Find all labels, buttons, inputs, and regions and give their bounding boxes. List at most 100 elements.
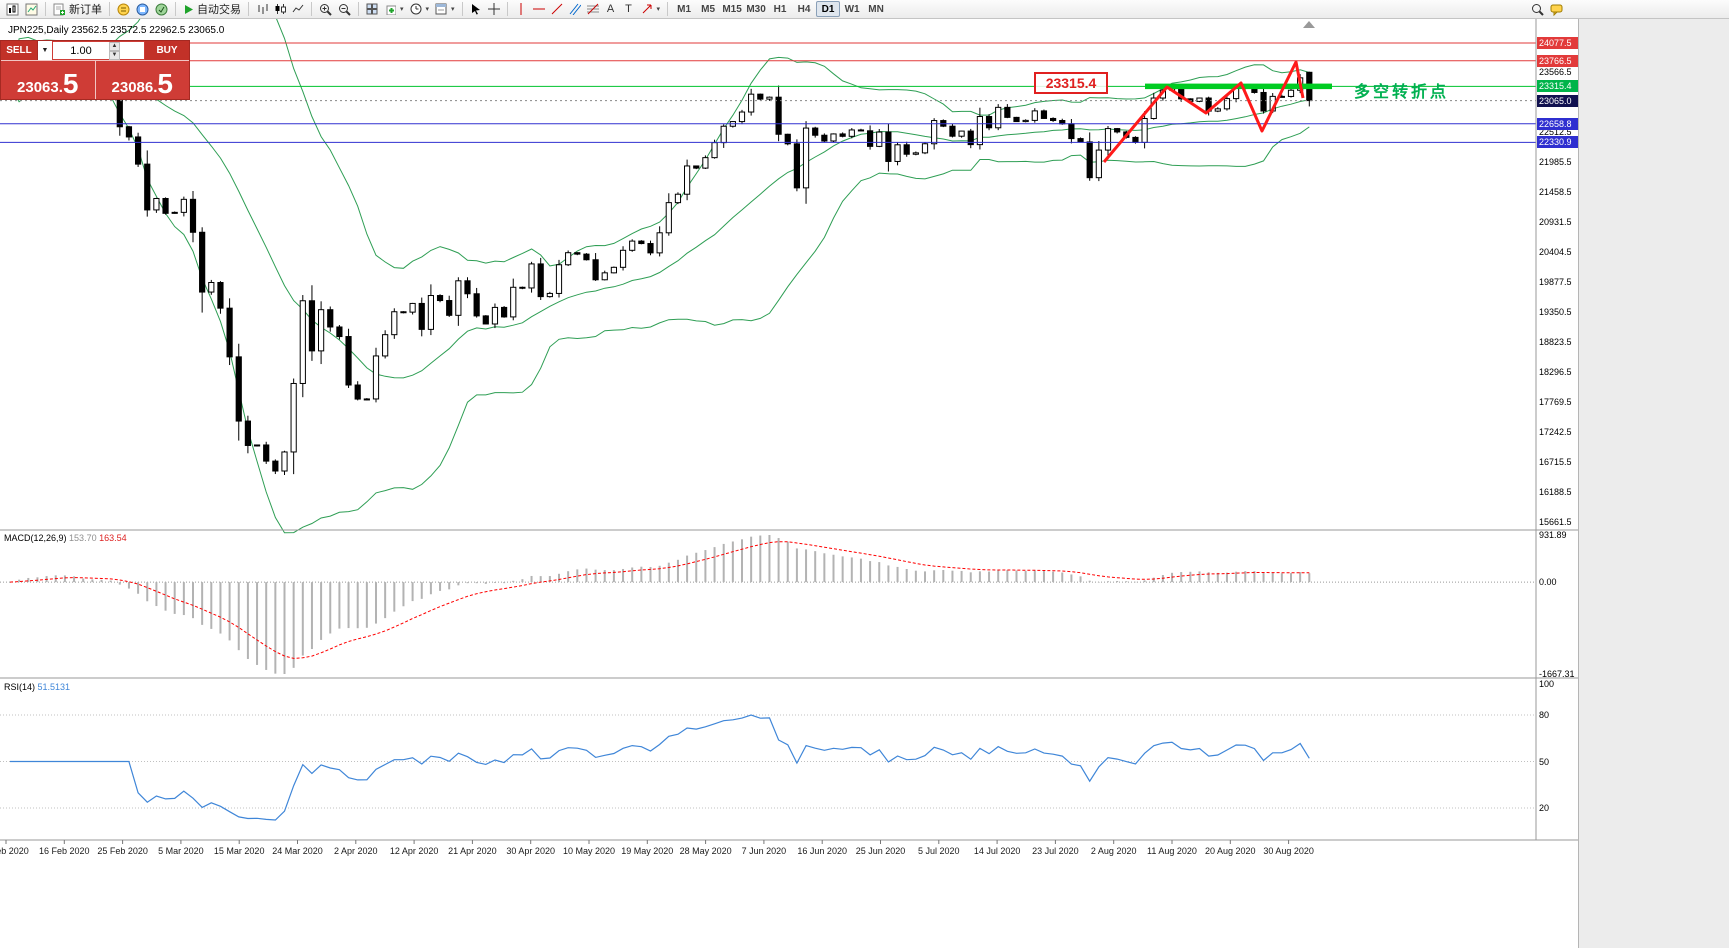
search-icon xyxy=(1532,3,1544,16)
channel-button[interactable] xyxy=(566,1,584,18)
turning-point-annotation[interactable]: 多空转折点 xyxy=(1354,84,1450,101)
text-button[interactable]: A xyxy=(602,1,620,18)
auto-trading-icon xyxy=(185,4,193,14)
timeframe-m5[interactable]: M5 xyxy=(701,3,716,15)
data-window-button[interactable] xyxy=(133,1,152,18)
fibonacci-icon xyxy=(586,3,599,15)
volume-field: ▲ ▼ xyxy=(53,41,144,60)
buy-button[interactable]: BUY xyxy=(145,41,189,60)
timeframe-m15[interactable]: M15 xyxy=(722,3,742,15)
timeframe-d1[interactable]: D1 xyxy=(816,1,841,17)
rsi-line xyxy=(10,714,1310,821)
auto-trading-button[interactable]: 自动交易 xyxy=(180,1,244,18)
workspace-empty-area xyxy=(1578,19,1729,948)
arrows-icon xyxy=(642,4,652,14)
timeframe-mn[interactable]: MN xyxy=(868,3,884,15)
toolbar-separator xyxy=(667,2,669,16)
toolbar-separator xyxy=(311,2,312,16)
toolbar-separator xyxy=(358,2,359,16)
sell-price[interactable]: 23063. 5 xyxy=(1,61,96,99)
terminal-button[interactable] xyxy=(152,1,171,18)
timeframe-m1[interactable]: M1 xyxy=(677,3,692,15)
horizontal-line-objects[interactable] xyxy=(0,42,1536,143)
text-label-icon: T xyxy=(625,2,632,15)
candlestick-chart-button[interactable] xyxy=(271,1,289,18)
indicators-caret-icon: ▾ xyxy=(400,6,404,13)
new-order-icon xyxy=(53,3,65,15)
cursor-icon xyxy=(471,4,480,15)
zoom-out-icon xyxy=(339,3,351,16)
auto-trading-label: 自动交易 xyxy=(197,4,241,16)
toolbar-separator xyxy=(506,2,508,16)
macd-signal-line xyxy=(9,541,1310,659)
templates-icon xyxy=(435,3,447,15)
toolbar: 新订单 自动交易 xyxy=(0,0,1729,19)
text-icon: A xyxy=(606,2,615,15)
macd-histogram xyxy=(9,535,1311,674)
timeframe-m30[interactable]: M30 xyxy=(746,3,766,15)
toolbar-separator xyxy=(45,2,46,16)
timeframe-group: M1 M5 M15 M30 H1 H4 D1 W1 MN xyxy=(672,1,888,17)
volume-spinner: ▲ ▼ xyxy=(109,41,120,60)
price-level-annotation[interactable]: 23315.4 xyxy=(1034,72,1108,94)
toolbar-separator xyxy=(175,2,176,16)
fibonacci-button[interactable] xyxy=(584,1,602,18)
toolbar-separator xyxy=(461,2,463,16)
new-order-label: 新订单 xyxy=(69,4,102,16)
order-type-dropdown[interactable]: ▼ xyxy=(37,41,52,60)
chart-workspace: JPN225,Daily 23562.5 23572.5 22962.5 230… xyxy=(0,19,1729,948)
bar-chart-button[interactable] xyxy=(253,1,271,18)
indicators-add-icon xyxy=(386,5,396,15)
candlestick-chart-icon xyxy=(275,4,286,14)
arrows-caret-icon: ▾ xyxy=(656,6,661,13)
data-window-icon xyxy=(136,3,149,15)
text-label-button[interactable]: T xyxy=(620,1,638,18)
candlestick-series xyxy=(6,47,1313,476)
volume-down-button[interactable]: ▼ xyxy=(109,50,120,60)
crosshair-button[interactable] xyxy=(485,1,503,18)
line-chart-icon xyxy=(292,4,304,13)
arrows-button[interactable]: ▾ xyxy=(638,1,664,18)
new-order-button[interactable]: 新订单 xyxy=(50,1,105,18)
zoom-out-button[interactable] xyxy=(335,1,354,18)
templates-button[interactable]: ▾ xyxy=(432,1,458,18)
chart-canvas[interactable] xyxy=(0,19,1729,948)
timeframe-h4[interactable]: H4 xyxy=(797,3,811,15)
search-button[interactable] xyxy=(1528,1,1547,18)
periods-button[interactable]: ▾ xyxy=(407,1,433,18)
tile-windows-icon xyxy=(366,3,378,15)
market-watch-icon xyxy=(117,3,130,15)
indicators-button[interactable]: ▾ xyxy=(381,1,407,18)
templates-caret-icon: ▾ xyxy=(451,6,455,13)
tile-windows-button[interactable] xyxy=(363,1,381,18)
community-button[interactable] xyxy=(1547,1,1566,18)
one-click-trading-panel: SELL ▼ ▲ ▼ BUY 23063.5 23086.5 xyxy=(0,40,190,100)
terminal-icon xyxy=(155,3,168,15)
new-chart-button[interactable] xyxy=(3,1,22,18)
periods-caret-icon: ▾ xyxy=(425,6,430,13)
cursor-button[interactable] xyxy=(467,1,485,18)
volume-up-button[interactable]: ▲ xyxy=(109,41,120,51)
toolbar-right-group xyxy=(1528,1,1566,18)
trend-zigzag-annotation[interactable] xyxy=(1102,60,1305,163)
market-watch-button[interactable] xyxy=(114,1,133,18)
trendline-icon xyxy=(551,3,562,15)
zoom-in-button[interactable] xyxy=(316,1,335,18)
periods-clock-icon xyxy=(410,3,422,15)
vertical-line-button[interactable] xyxy=(512,1,530,18)
horizontal-line-button[interactable] xyxy=(530,1,548,18)
chart-shift-marker-icon[interactable] xyxy=(1303,21,1315,28)
line-chart-button[interactable] xyxy=(289,1,307,18)
bar-chart-icon xyxy=(258,4,268,14)
vertical-line-icon xyxy=(520,3,522,15)
sell-button[interactable]: SELL xyxy=(1,41,37,60)
zoom-in-icon xyxy=(320,3,332,16)
timeframe-w1[interactable]: W1 xyxy=(844,3,860,15)
volume-input[interactable] xyxy=(53,43,109,58)
timeframe-h1[interactable]: H1 xyxy=(773,3,787,15)
buy-price[interactable]: 23086. 5 xyxy=(111,68,173,99)
toolbar-separator xyxy=(109,2,110,16)
chart-profiles-button[interactable] xyxy=(22,1,41,18)
crosshair-icon xyxy=(487,3,500,15)
trendline-button[interactable] xyxy=(548,1,566,18)
